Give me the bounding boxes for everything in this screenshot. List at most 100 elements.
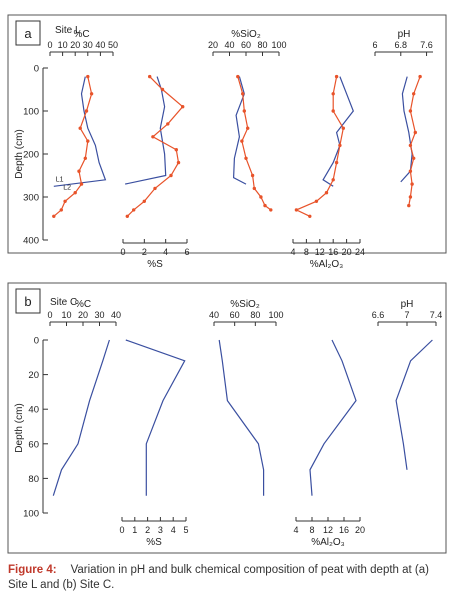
series-label-l2: L2 bbox=[63, 185, 71, 192]
panel-a-c-axis-label: %C bbox=[73, 29, 89, 40]
panel-a-c-series-l2-point bbox=[86, 74, 90, 79]
panel-b-depth-axis-label: Depth (cm) bbox=[14, 403, 25, 452]
panel-b-ph-series-1-line bbox=[395, 339, 433, 470]
panel-b-sio2-series-1-line bbox=[218, 339, 265, 496]
panel-b-ph-tick-label: 7 bbox=[404, 310, 409, 320]
series-label-l1: L1 bbox=[56, 176, 64, 183]
panel-a-al2o3-tick-label: 24 bbox=[355, 247, 365, 257]
panel-a-al2o3-series-l2-point bbox=[324, 191, 329, 195]
panel-a-s-series-l2-point bbox=[181, 105, 185, 109]
panel-a-sio2-series-l2-point bbox=[240, 139, 244, 143]
panel-a-depth-tick-label: 200 bbox=[23, 150, 39, 161]
panel-b-al2o3-tick-label: 12 bbox=[323, 525, 333, 535]
panel-a-s-series-l2-point bbox=[132, 208, 136, 212]
panel-b-ph-tick-label: 6.6 bbox=[372, 310, 385, 320]
panel-a-c-tick-label: 30 bbox=[83, 40, 93, 50]
panel-b-al2o3-tick-label: 4 bbox=[293, 525, 298, 535]
panel-a-ph-series-l2-point bbox=[408, 143, 413, 148]
panel-b-c-tick-label: 40 bbox=[111, 310, 121, 320]
panel-a-ph-series-l2-line bbox=[408, 76, 421, 206]
panel-a-sio2-axis-label: %SiO₂ bbox=[231, 29, 261, 40]
panel-a-s-series-l2-point bbox=[160, 87, 165, 92]
panel-a-ph-series-l1-line bbox=[400, 76, 413, 183]
panel-a-depth-axis-label: Depth (cm) bbox=[14, 129, 25, 178]
caption-text: Variation in pH and bulk chemical compos… bbox=[8, 564, 429, 591]
panel-a-s-series-l2-point bbox=[125, 214, 129, 218]
panel-a-frame bbox=[7, 14, 447, 254]
panel-a-sio2-series-l2-point bbox=[252, 186, 256, 191]
panel-b-s-tick-label: 2 bbox=[145, 525, 150, 535]
panel-a-ph-series-l2-point bbox=[408, 169, 413, 173]
panel-b-label-box bbox=[15, 288, 41, 314]
panel-a-al2o3-series-l2-point bbox=[294, 208, 299, 212]
figure-caption: Figure 4: Variation in pH and bulk chemic… bbox=[8, 563, 448, 593]
panel-a-label: a bbox=[24, 26, 32, 41]
panel-a-al2o3-series-l2-point bbox=[308, 214, 312, 218]
panel-b-depth-tick-label: 40 bbox=[28, 405, 39, 416]
panel-a-sio2-series-l2-point bbox=[263, 203, 267, 208]
panel-a-depth-tick-label: 300 bbox=[23, 193, 39, 204]
panel-a-sio2-series-l1-line bbox=[232, 76, 247, 185]
panel-a-al2o3-series-l2-point bbox=[314, 199, 319, 203]
panel-a-c-series-l2-point bbox=[86, 139, 90, 143]
panel-a-s-series-l2-point bbox=[174, 148, 178, 152]
panel-a-c-series-l2-point bbox=[73, 191, 77, 195]
panel-a-s-series-l2-line bbox=[126, 76, 184, 217]
panel-b-c-tick-label: 0 bbox=[47, 310, 52, 320]
panel-a-c-series-l2-point bbox=[83, 156, 88, 160]
panel-a-sio2-series-l2-point bbox=[236, 74, 240, 79]
panel-a-al2o3-series-l1-line bbox=[322, 76, 354, 187]
panel-a-sio2-series-l2-point bbox=[250, 173, 255, 178]
panel-a-ph-axis-label: pH bbox=[398, 29, 411, 40]
panel-b-sio2-tick-label: 40 bbox=[209, 310, 219, 320]
panel-a-al2o3-series-l2-point bbox=[338, 143, 342, 148]
panel-a-ph-series-l2-point bbox=[408, 195, 413, 199]
panel-b-c-tick-label: 20 bbox=[78, 310, 88, 320]
panel-b-s-axis-label: %S bbox=[146, 537, 162, 548]
panel-b-al2o3-series-1-line bbox=[309, 339, 357, 496]
panel-a-al2o3-series-l2-point bbox=[331, 92, 335, 96]
panel-b-depth-tick-label: 60 bbox=[28, 439, 39, 450]
panel-a-sio2-tick-label: 40 bbox=[224, 40, 234, 50]
panel-a-al2o3-tick-label: 16 bbox=[328, 247, 338, 257]
panel-a-depth-tick-label: 100 bbox=[23, 107, 39, 118]
panel-a-ph-series-l2-point bbox=[407, 203, 411, 208]
panel-b-sio2-axis-label: %SiO₂ bbox=[230, 299, 260, 310]
panel-a-al2o3-series-l2-point bbox=[334, 160, 339, 165]
panel-b-ph-axis-label: pH bbox=[401, 299, 414, 310]
panel-a-s-tick-label: 0 bbox=[120, 247, 125, 257]
panel-a-ph-tick-label: 6 bbox=[372, 40, 377, 50]
panel-a-c-tick-label: 0 bbox=[47, 40, 52, 50]
panel-a-al2o3-series-l2-line bbox=[294, 76, 344, 217]
caption-label: Figure 4: bbox=[8, 564, 57, 576]
panel-a-sio2-series-l2-point bbox=[244, 156, 248, 160]
panel-b-label: b bbox=[24, 294, 31, 309]
panel-a-c-series-l2-point bbox=[79, 182, 84, 186]
panel-b-ph-tick-label: 7.4 bbox=[430, 310, 443, 320]
panel-b-sio2-tick-label: 80 bbox=[250, 310, 260, 320]
panel-a-al2o3-tick-label: 12 bbox=[315, 247, 325, 257]
panel-a-sio2-series-l2-point bbox=[241, 92, 245, 96]
panel-a-ph-series-l2-point bbox=[410, 182, 414, 186]
panel-a-sio2-series-l2-point bbox=[242, 109, 246, 113]
panel-a-sio2-series-l2-point bbox=[246, 126, 250, 130]
panel-a-c-tick-label: 50 bbox=[108, 40, 118, 50]
panel-b-s-series-1-line bbox=[125, 339, 186, 496]
panel-a-label-box bbox=[15, 20, 41, 46]
panel-a-c-series-l2-point bbox=[84, 109, 89, 113]
panel-b-al2o3-tick-label: 8 bbox=[309, 525, 314, 535]
panel-a-al2o3-tick-label: 8 bbox=[304, 247, 309, 257]
panel-a-sio2-series-l2-point bbox=[259, 195, 263, 199]
panel-a-c-tick-label: 20 bbox=[70, 40, 80, 50]
panel-a-sio2-tick-label: 100 bbox=[271, 40, 286, 50]
panel-b-al2o3-tick-label: 20 bbox=[355, 525, 365, 535]
panel-a-al2o3-series-l2-point bbox=[341, 126, 345, 130]
panel-b-c-tick-label: 30 bbox=[94, 310, 104, 320]
panel-a-c-series-l2-point bbox=[59, 208, 63, 212]
panel-a-al2o3-series-l2-point bbox=[334, 74, 339, 79]
panel-b-depth-tick-label: 0 bbox=[34, 336, 39, 347]
panel-b-c-series-1-line bbox=[52, 339, 110, 496]
panel-a-s-axis-label: %S bbox=[147, 259, 163, 270]
